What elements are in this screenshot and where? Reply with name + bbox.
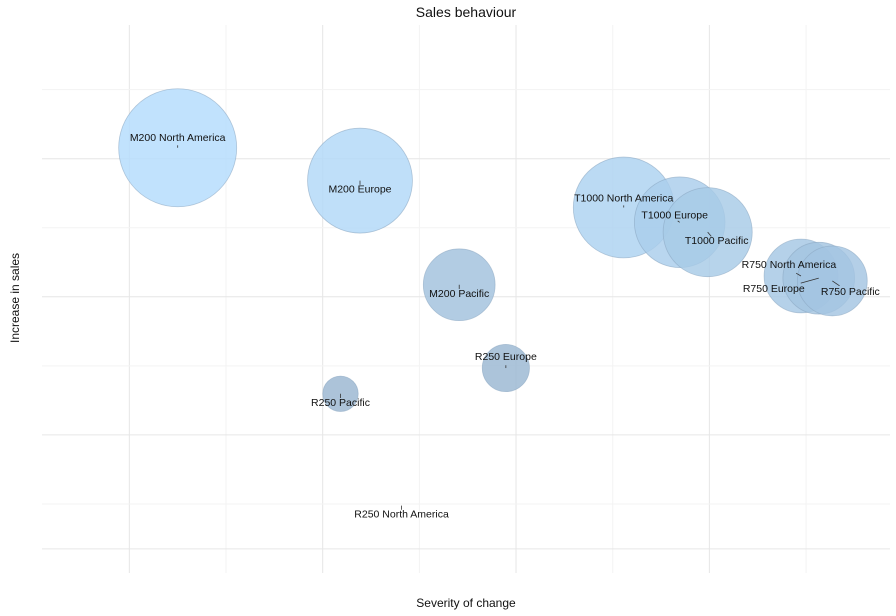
label-m200-pacific: M200 Pacific [429, 288, 489, 300]
label-m200-europe: M200 Europe [328, 184, 391, 196]
chart-title: Sales behaviour [416, 4, 517, 20]
bubble-layer [118, 88, 868, 412]
leader-t1000-pacific [707, 231, 712, 237]
label-r750-europe: R750 Europe [743, 283, 805, 295]
leader-t1000-europe [677, 220, 680, 223]
label-t1000-north-america: T1000 North America [574, 192, 673, 204]
x-axis-label: Severity of change [416, 596, 516, 610]
leader-r750-pacific [832, 280, 840, 287]
label-r250-pacific: R250 Pacific [311, 397, 370, 409]
label-r250-north-america: R250 North America [354, 509, 449, 521]
label-layer: M200 North America M200 Europe M200 Pacifi… [130, 132, 880, 521]
label-t1000-europe: T1000 Europe [641, 209, 708, 221]
bubble-m200-europe[interactable] [307, 127, 413, 234]
label-r250-europe: R250 Europe [475, 351, 537, 363]
leader-r750-north-america [795, 272, 802, 277]
label-r750-pacific: R750 Pacific [821, 286, 880, 298]
label-m200-north-america: M200 North America [130, 132, 226, 144]
label-t1000-pacific: T1000 Pacific [685, 235, 749, 247]
leader-r750-europe [800, 277, 819, 284]
y-axis-label: Increase in sales [8, 253, 22, 343]
label-r750-north-america: R750 North America [742, 259, 837, 271]
